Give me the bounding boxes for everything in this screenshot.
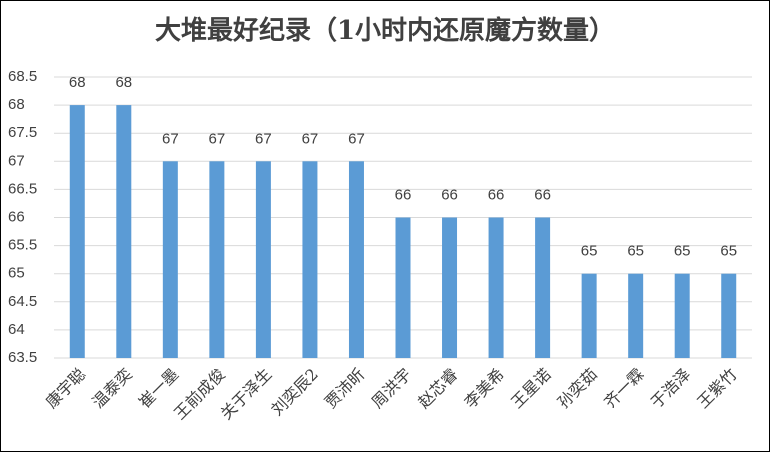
bar (442, 217, 458, 358)
bar (581, 273, 597, 358)
data-label: 67 (302, 130, 319, 147)
y-tick-label: 66.5 (8, 180, 37, 197)
data-label: 65 (627, 243, 644, 260)
data-label: 68 (115, 74, 132, 91)
bar (535, 217, 551, 358)
data-label: 67 (162, 130, 179, 147)
bar (255, 161, 271, 358)
data-label: 65 (581, 243, 598, 260)
data-label: 66 (395, 186, 412, 203)
bar (395, 217, 411, 358)
y-tick-label: 64.5 (8, 293, 37, 310)
y-tick-label: 66 (8, 208, 25, 225)
y-tick-label: 67 (8, 152, 25, 169)
chart-title: 大堆最好纪录（1小时内还原魔方数量） (155, 15, 615, 46)
data-label: 65 (720, 243, 737, 260)
data-label: 68 (69, 74, 86, 91)
bar (488, 217, 504, 358)
bar (209, 161, 225, 358)
y-tick-label: 68 (8, 96, 25, 113)
y-tick-label: 67.5 (8, 124, 37, 141)
data-label: 66 (441, 186, 458, 203)
bar (348, 161, 364, 358)
bar (628, 273, 644, 358)
y-tick-label: 63.5 (8, 349, 37, 366)
data-label: 67 (348, 130, 365, 147)
y-tick-label: 65 (8, 265, 25, 282)
data-label: 65 (674, 243, 691, 260)
bar (69, 105, 85, 358)
y-tick-label: 65.5 (8, 237, 37, 254)
y-tick-label: 64 (8, 321, 25, 338)
data-label: 67 (255, 130, 272, 147)
bar (721, 273, 737, 358)
bar (162, 161, 178, 358)
data-label: 67 (209, 130, 226, 147)
bar (674, 273, 690, 358)
y-tick-label: 68.5 (8, 68, 37, 85)
bar (302, 161, 318, 358)
bar (116, 105, 132, 358)
data-label: 66 (534, 186, 551, 203)
data-label: 66 (488, 186, 505, 203)
